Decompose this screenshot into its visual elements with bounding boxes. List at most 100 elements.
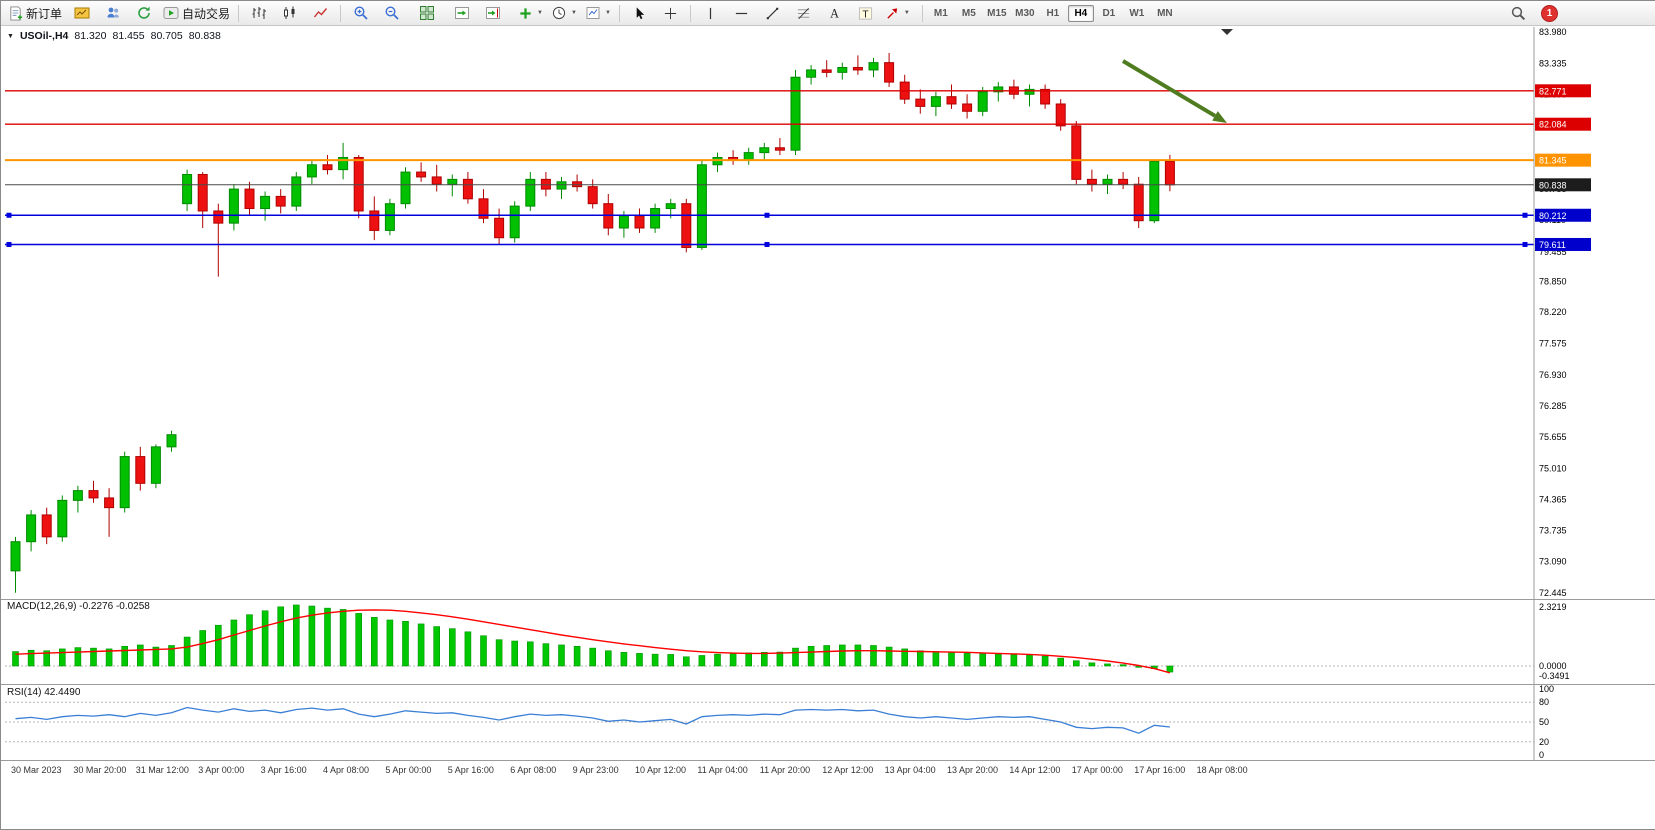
price-badge xyxy=(1535,84,1591,98)
macd-histogram-bar xyxy=(261,610,269,667)
trend-arrow[interactable] xyxy=(1121,59,1216,118)
candle xyxy=(618,215,629,229)
cursor-button[interactable] xyxy=(624,2,655,25)
timeframe-m5[interactable]: M5 xyxy=(961,7,976,19)
candle xyxy=(790,76,801,151)
macd-histogram-bar xyxy=(729,653,737,667)
zoom-out-button[interactable] xyxy=(376,2,407,25)
price-badge xyxy=(1535,237,1591,251)
candle xyxy=(509,205,520,239)
trend-arrow-head[interactable] xyxy=(1212,111,1227,123)
search-button[interactable] xyxy=(1502,2,1533,25)
macd-histogram-bar xyxy=(1041,655,1049,667)
chart-shift-button[interactable] xyxy=(477,2,508,25)
macd-histogram-bar xyxy=(620,652,628,667)
line-chart-button[interactable] xyxy=(305,2,336,25)
templates-button[interactable]: ▼ xyxy=(581,2,615,25)
autotrading-button[interactable]: 自动交易 xyxy=(159,2,234,25)
arrows-tool-button[interactable]: ▼ xyxy=(881,2,914,25)
bar-chart-button[interactable] xyxy=(243,2,274,25)
candle xyxy=(1086,178,1097,185)
crosshair-button[interactable] xyxy=(655,2,686,25)
text-tool-button[interactable]: A xyxy=(819,2,850,25)
macd-histogram-bar xyxy=(495,639,503,667)
macd-histogram-bar xyxy=(604,650,612,667)
candle xyxy=(681,203,692,248)
line-handle[interactable] xyxy=(6,241,12,247)
time-axis-label: 17 Apr 00:00 xyxy=(1072,765,1123,775)
candle xyxy=(993,86,1004,93)
candle xyxy=(946,96,957,105)
horizontal-line-tool-button[interactable] xyxy=(726,2,757,25)
profiles-button[interactable] xyxy=(97,2,128,25)
line-handle[interactable] xyxy=(764,241,770,247)
macd-histogram-bar xyxy=(152,646,160,667)
price-badge xyxy=(1535,153,1591,167)
line-handle[interactable] xyxy=(764,212,770,218)
macd-signal-line xyxy=(15,609,1171,674)
line-handle[interactable] xyxy=(1522,241,1528,247)
timeframe-h4[interactable]: H4 xyxy=(1067,4,1094,22)
refresh-button[interactable] xyxy=(128,2,159,25)
macd-histogram-bar xyxy=(542,643,550,667)
bar-chart-icon xyxy=(251,5,267,21)
macd-histogram-bar xyxy=(916,650,924,667)
price-badge-label: 82.084 xyxy=(1539,120,1567,130)
tile-windows-icon xyxy=(419,5,435,21)
new-chart-button[interactable] xyxy=(66,2,97,25)
line-handle[interactable] xyxy=(6,212,12,218)
macd-histogram-bar xyxy=(714,653,721,667)
zoom-in-button[interactable] xyxy=(345,2,376,25)
macd-histogram-bar xyxy=(745,652,753,667)
macd-histogram-bar xyxy=(1057,657,1064,667)
zoom-out-icon xyxy=(384,5,400,21)
notification-badge[interactable]: 1 xyxy=(1541,4,1558,22)
timeframe-w1[interactable]: W1 xyxy=(1129,7,1145,19)
price-axis-label: 73.735 xyxy=(1539,525,1567,535)
price-axis-label: 78.220 xyxy=(1539,307,1567,317)
auto-scroll-button[interactable] xyxy=(446,2,477,25)
zoom-in-icon xyxy=(353,5,369,21)
timeframe-m15[interactable]: M15 xyxy=(987,7,1007,19)
fibonacci-tool-button[interactable] xyxy=(788,2,819,25)
timeframe-h1[interactable]: H1 xyxy=(1046,7,1060,19)
candle xyxy=(884,62,895,83)
chevron-down-icon: ▼ xyxy=(570,10,577,16)
indicators-button[interactable]: ▼ xyxy=(514,2,547,25)
macd-histogram-bar xyxy=(90,647,97,667)
time-axis-label: 30 Mar 2023 xyxy=(11,765,62,775)
timeframe-d1[interactable]: D1 xyxy=(1102,7,1116,19)
macd-histogram-bar xyxy=(1073,660,1080,667)
text-label-tool-button[interactable]: T xyxy=(850,2,881,25)
candle xyxy=(1040,88,1051,105)
candle xyxy=(774,147,785,151)
candle xyxy=(1024,88,1035,95)
candle xyxy=(1055,103,1066,127)
price-axis-label: 83.980 xyxy=(1539,27,1567,37)
timeframe-m1[interactable]: M1 xyxy=(933,7,948,19)
candle xyxy=(369,210,380,231)
chart-shift-marker[interactable] xyxy=(1221,29,1233,35)
timeframe-mn[interactable]: MN xyxy=(1157,7,1173,19)
macd-histogram-bar xyxy=(121,645,128,667)
periods-button[interactable]: ▼ xyxy=(547,2,581,25)
candle xyxy=(540,178,551,190)
timeframe-m30[interactable]: M30 xyxy=(1015,7,1035,19)
candle xyxy=(306,164,317,178)
candlestick-chart-button[interactable] xyxy=(274,2,305,25)
new-order-button[interactable]: 新订单 xyxy=(4,2,66,25)
vertical-line-tool-button[interactable] xyxy=(695,2,726,25)
macd-histogram-bar xyxy=(402,620,409,667)
time-axis-label: 13 Apr 20:00 xyxy=(947,765,998,775)
macd-histogram-bar xyxy=(636,653,643,667)
candle xyxy=(150,446,161,484)
candle xyxy=(962,103,973,112)
trendline-tool-button[interactable] xyxy=(757,2,788,25)
line-handle[interactable] xyxy=(1522,212,1528,218)
tile-windows-button[interactable] xyxy=(411,2,442,25)
price-axis-label: 77.575 xyxy=(1539,339,1567,349)
macd-histogram-bar xyxy=(464,631,472,667)
new-order-icon xyxy=(8,5,23,21)
